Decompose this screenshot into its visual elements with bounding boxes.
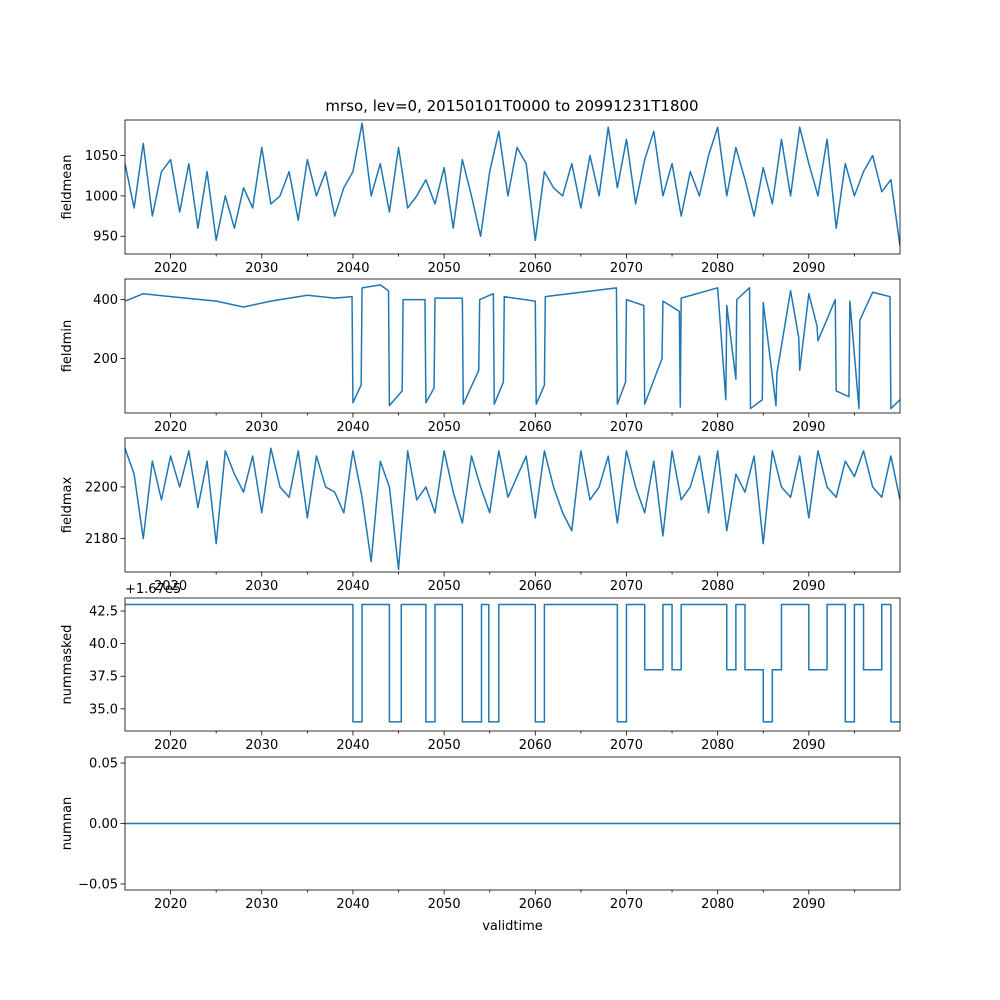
series-line-fieldmean — [125, 122, 900, 247]
series-line-nummasked — [125, 603, 900, 723]
y-axis-label: fieldmean — [60, 155, 75, 220]
series-line-fieldmin — [125, 284, 900, 410]
x-axis-label: validtime — [482, 919, 543, 934]
panel-fieldmean: 2020 2030 2040 2050 2060 2070 2080 2090 950 1000 1… — [60, 119, 901, 276]
x-tick-label: 2090 — [792, 897, 825, 912]
y-tick-label: 0.00 — [89, 817, 118, 832]
x-tick-label: 2020 — [154, 579, 187, 594]
x-tick-label: 2050 — [428, 897, 461, 912]
series-line-fieldmax — [125, 447, 900, 571]
x-tick-label: 2090 — [792, 261, 825, 276]
axes-frame — [124, 437, 901, 573]
x-tick-label: 2040 — [336, 420, 369, 435]
x-tick-label: 2090 — [792, 579, 825, 594]
x-tick-label: 2030 — [245, 738, 278, 753]
x-tick-label: 2020 — [154, 738, 187, 753]
x-tick-label: 2020 — [154, 420, 187, 435]
x-tick-label: 2070 — [610, 738, 643, 753]
y-offset-text: +1.67e5 — [125, 582, 181, 597]
x-tick-label: 2070 — [610, 420, 643, 435]
x-tick-label: 2080 — [701, 579, 734, 594]
x-tick-label: 2090 — [792, 420, 825, 435]
x-tick-label: 2070 — [610, 579, 643, 594]
x-tick-label: 2030 — [245, 420, 278, 435]
axes-frame — [124, 278, 901, 414]
x-tick-label: 2050 — [428, 261, 461, 276]
y-tick-label: 42.5 — [89, 605, 118, 620]
y-tick-label: 2200 — [85, 480, 118, 495]
y-tick-label: 1000 — [85, 189, 118, 204]
chart-title: mrso, lev=0, 20150101T0000 to 20991231T1… — [325, 97, 698, 115]
y-tick-label: 35.0 — [89, 702, 118, 717]
axes-frame — [124, 119, 901, 255]
x-tick-label: 2060 — [519, 897, 552, 912]
x-tick-label: 2050 — [428, 579, 461, 594]
y-tick-label: 200 — [93, 352, 118, 367]
panels: 2020 2030 2040 2050 2060 2070 2080 2090 950 1000 1… — [60, 119, 901, 934]
y-tick-label: 37.5 — [89, 670, 118, 685]
y-tick-label: 2180 — [85, 532, 118, 547]
x-tick-label: 2070 — [610, 261, 643, 276]
panel-nummasked: 2020 2030 2040 2050 2060 2070 2080 2090 35.0 37.5… — [60, 582, 901, 753]
x-tick-label: 2050 — [428, 420, 461, 435]
x-tick-label: 2060 — [519, 738, 552, 753]
x-tick-label: 2040 — [336, 579, 369, 594]
y-axis-label: fieldmin — [60, 320, 75, 373]
x-tick-label: 2030 — [245, 261, 278, 276]
x-tick-label: 2040 — [336, 897, 369, 912]
y-axis-label: nummasked — [60, 625, 75, 705]
x-tick-label: 2020 — [154, 261, 187, 276]
y-tick-label: −0.05 — [78, 877, 118, 892]
y-tick-label: 400 — [93, 293, 118, 308]
x-tick-label: 2020 — [154, 897, 187, 912]
panel-fieldmin: 2020 2030 2040 2050 2060 2070 2080 2090 200 400 fi… — [60, 278, 901, 435]
x-tick-label: 2080 — [701, 261, 734, 276]
x-tick-label: 2080 — [701, 420, 734, 435]
x-tick-label: 2060 — [519, 420, 552, 435]
x-tick-label: 2030 — [245, 579, 278, 594]
y-tick-label: 40.0 — [89, 637, 118, 652]
y-tick-label: 1050 — [85, 149, 118, 164]
y-axis-label: numnan — [60, 797, 75, 851]
x-tick-label: 2060 — [519, 261, 552, 276]
x-tick-label: 2030 — [245, 897, 278, 912]
x-tick-label: 2060 — [519, 579, 552, 594]
panel-numnan: 2020 2030 2040 2050 2060 2070 2080 2090 −0.05 0.0… — [60, 757, 901, 934]
panel-fieldmax: 2020 2030 2040 2050 2060 2070 2080 2090 2180 2200… — [60, 437, 901, 594]
x-tick-label: 2080 — [701, 738, 734, 753]
x-tick-label: 2040 — [336, 261, 369, 276]
y-axis-label: fieldmax — [60, 477, 75, 534]
x-tick-label: 2080 — [701, 897, 734, 912]
x-tick-label: 2050 — [428, 738, 461, 753]
y-tick-label: 0.05 — [89, 757, 118, 772]
y-tick-label: 950 — [93, 230, 118, 245]
axes-frame — [124, 597, 901, 732]
x-tick-label: 2090 — [792, 738, 825, 753]
x-tick-label: 2070 — [610, 897, 643, 912]
x-tick-label: 2040 — [336, 738, 369, 753]
